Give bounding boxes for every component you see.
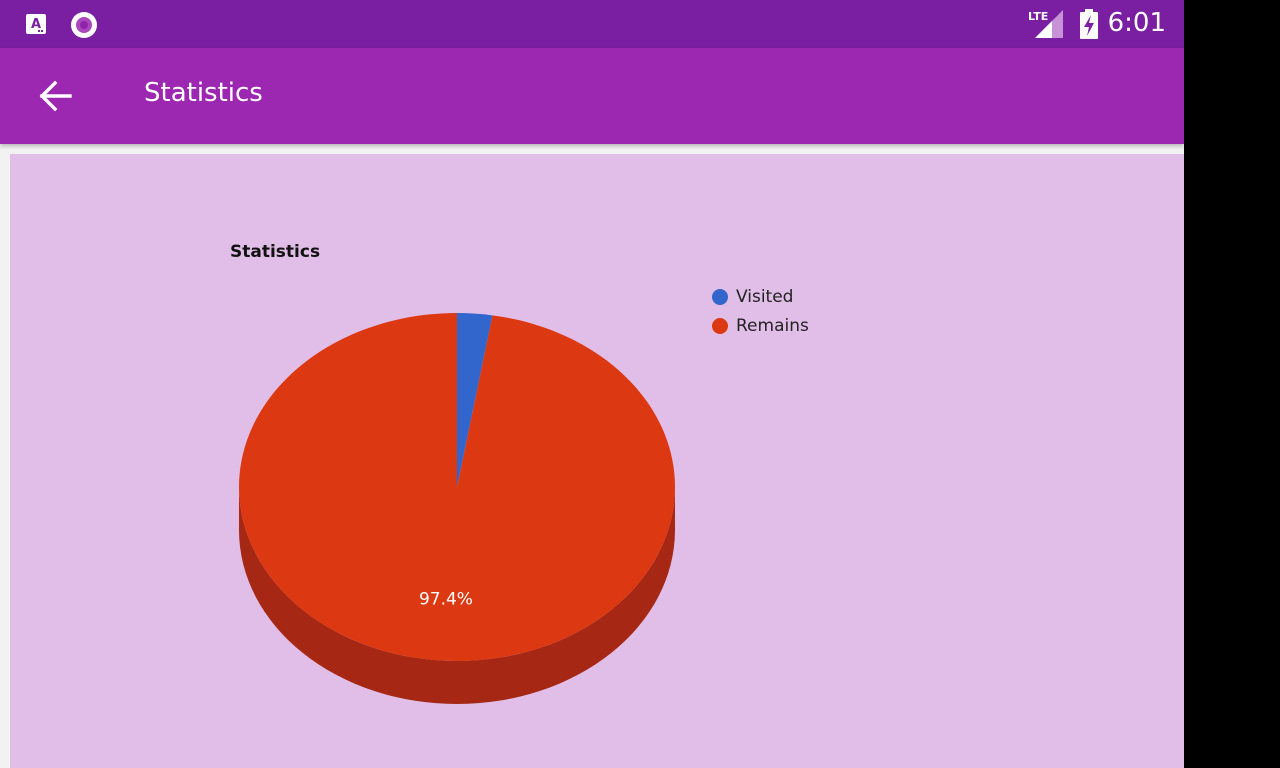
- chart-title: Statistics: [230, 242, 321, 262]
- pie-chart: 97.4%: [238, 313, 675, 704]
- record-circle-icon: [71, 12, 97, 38]
- status-bar: A LTE 6:01: [0, 0, 1184, 48]
- app-screen: A LTE 6:01 Statistics: [0, 0, 1184, 768]
- signal-icon: [1035, 10, 1063, 38]
- pie-slice-remains[interactable]: [238, 313, 675, 661]
- battery-charging-icon: [1080, 9, 1098, 39]
- app-bar: Statistics: [0, 48, 1184, 144]
- pie-data-label: 97.4%: [419, 590, 473, 610]
- status-time: 6:01: [1107, 8, 1166, 38]
- svg-text:A: A: [31, 17, 41, 32]
- legend-dot-remains: [712, 318, 728, 334]
- pie-slice-visited[interactable]: [457, 313, 493, 487]
- chart-container: Statistics Visited Remains 97.4%: [10, 154, 1184, 768]
- legend-label-remains: Remains: [736, 316, 809, 336]
- back-button[interactable]: [24, 72, 88, 120]
- arrow-back-icon: [39, 80, 72, 112]
- legend-item-visited: Visited: [712, 287, 793, 307]
- legend-item-remains: Remains: [712, 316, 809, 336]
- font-a-icon: A: [26, 14, 46, 34]
- pie-side-wall: [239, 487, 675, 704]
- network-type-label: LTE: [1028, 10, 1049, 23]
- legend-label-visited: Visited: [736, 287, 794, 307]
- legend-dot-visited: [712, 289, 728, 305]
- page-title: Statistics: [144, 78, 263, 108]
